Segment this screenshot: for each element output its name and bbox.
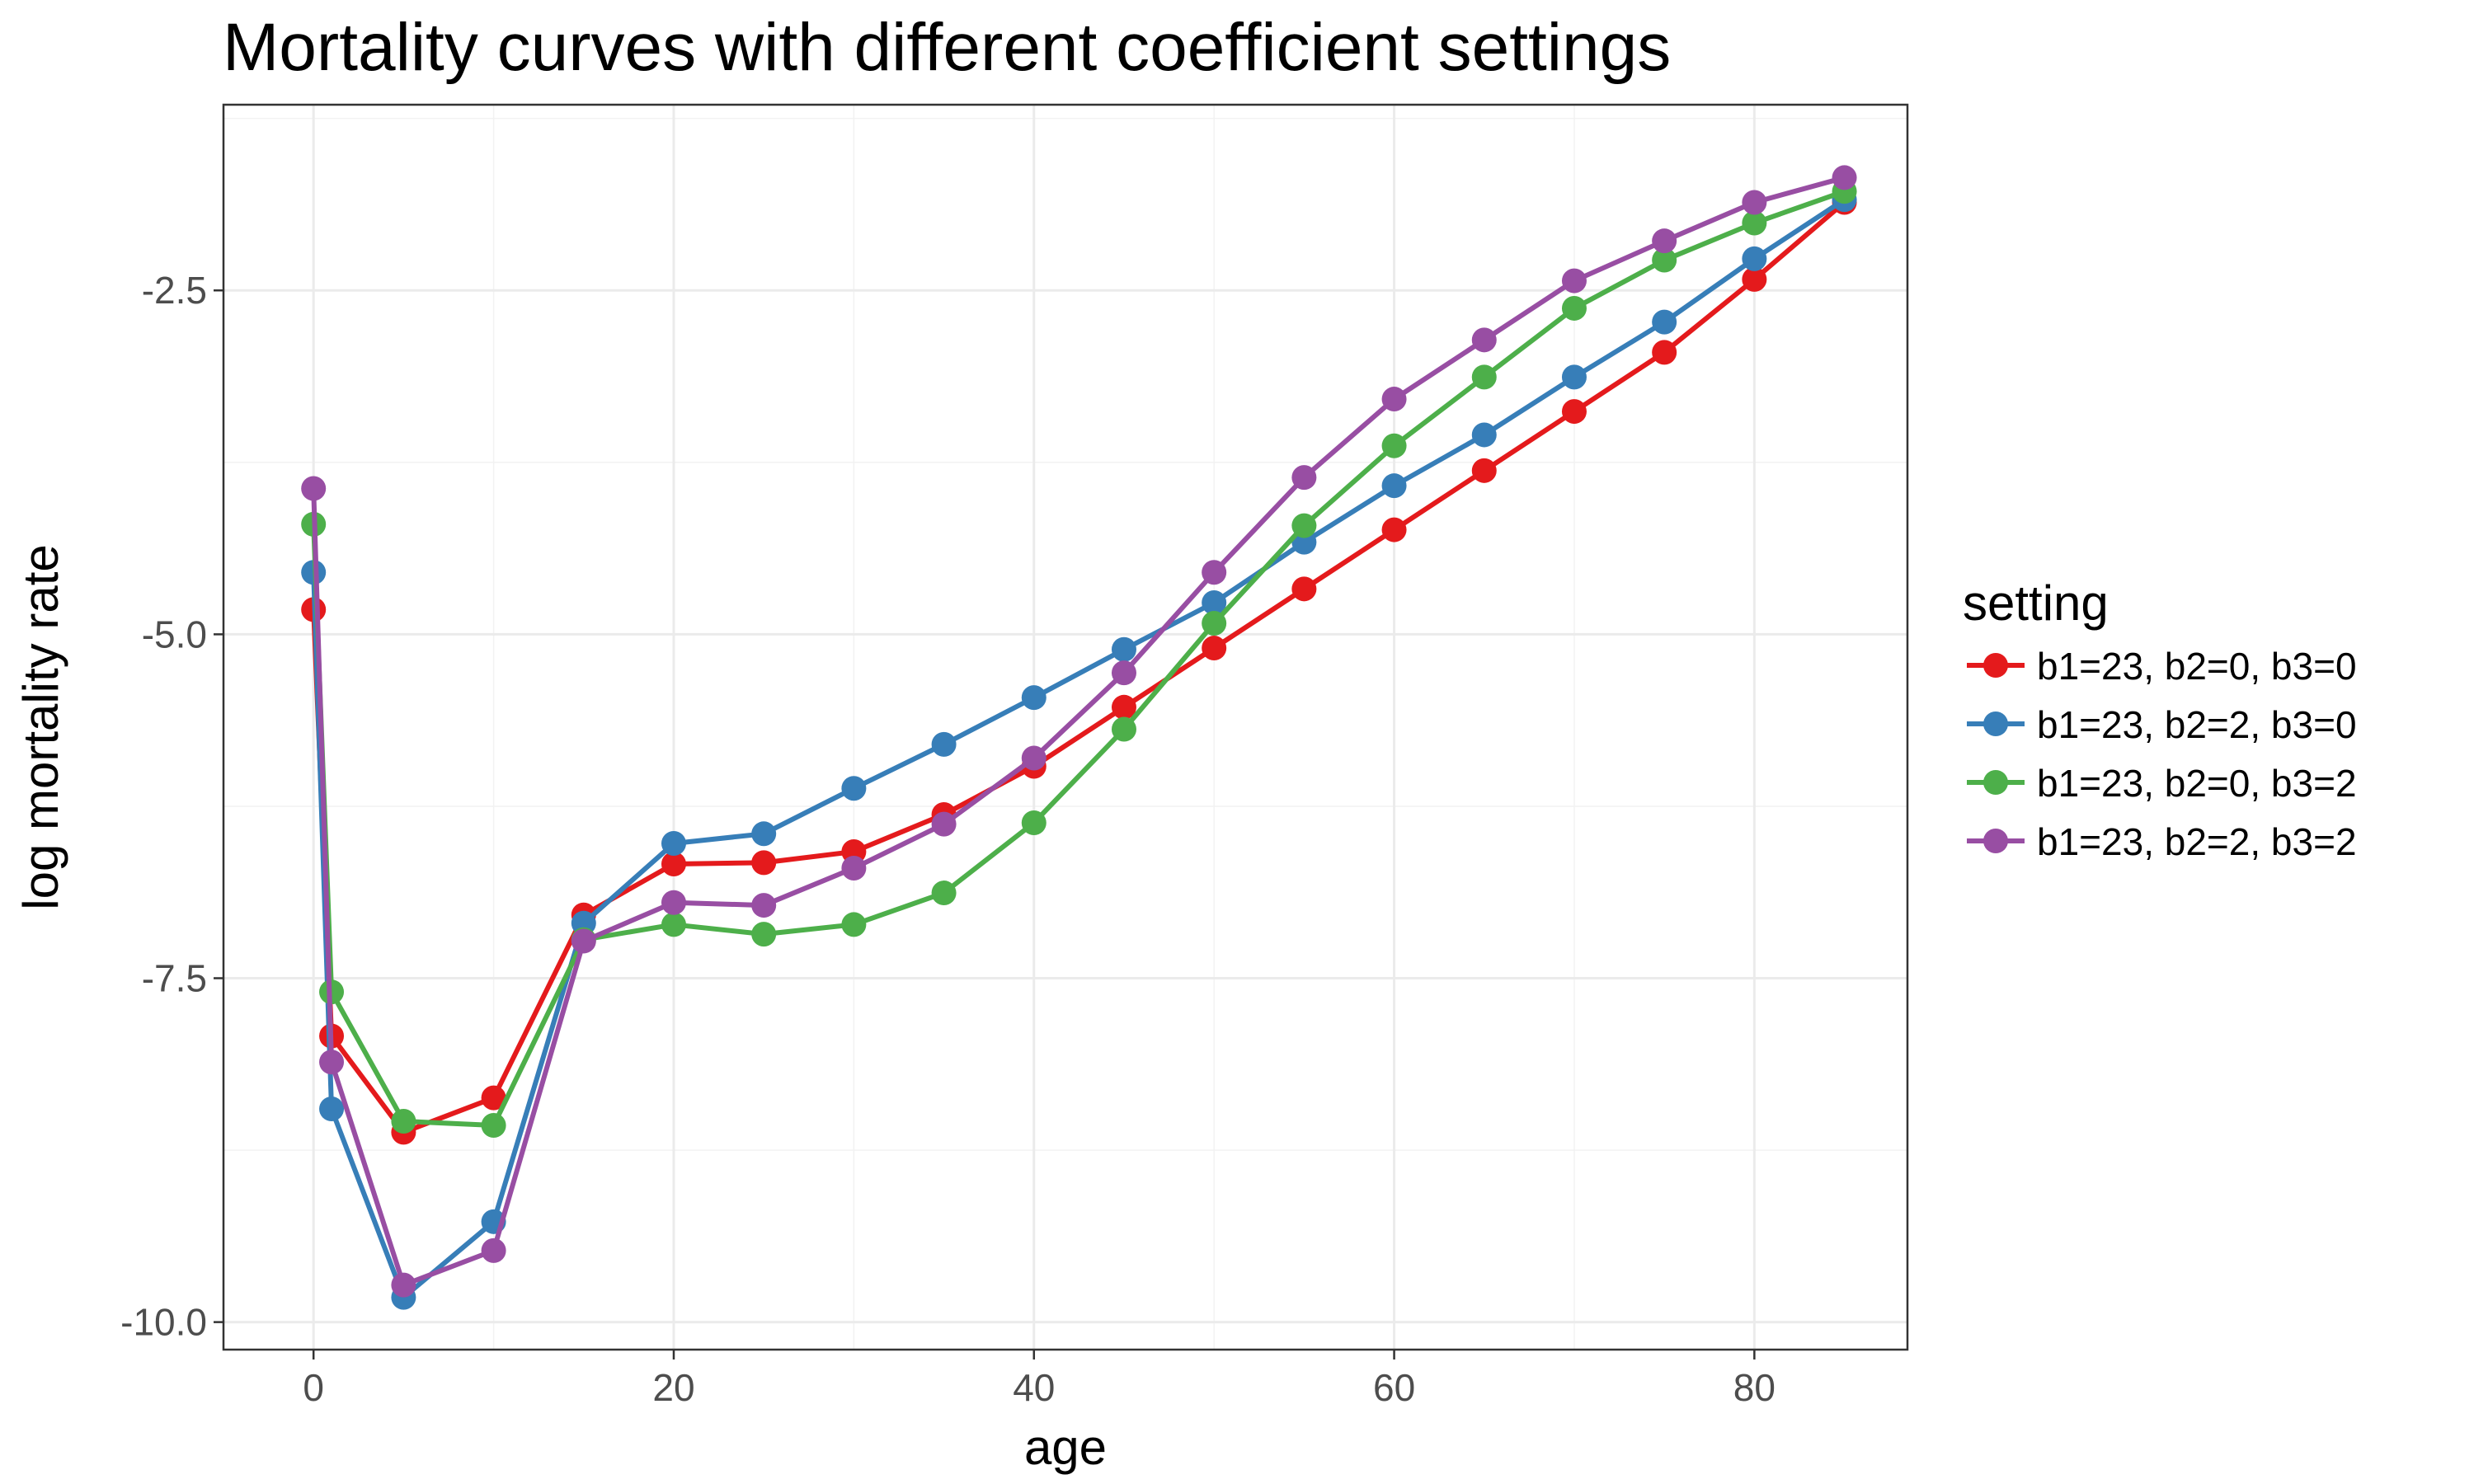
legend-label: b1=23, b2=2, b3=0 xyxy=(2037,703,2357,746)
data-point xyxy=(1742,266,1767,292)
legend-label: b1=23, b2=2, b3=2 xyxy=(2037,820,2357,863)
data-point xyxy=(391,1109,416,1134)
data-point xyxy=(1202,560,1227,585)
data-point xyxy=(319,1097,345,1122)
data-point xyxy=(1561,399,1587,425)
legend-items: b1=23, b2=0, b3=0 b1=23, b2=2, b3=0 b1=23,… xyxy=(1967,645,2357,863)
data-point xyxy=(1471,458,1497,483)
x-tick-label: 0 xyxy=(303,1366,324,1409)
x-tick-label: 20 xyxy=(652,1366,694,1409)
data-point xyxy=(1652,247,1677,273)
data-point xyxy=(1202,636,1227,661)
legend: setting b1=23, b2=0, b3=0 b1=23, b2=2, b3… xyxy=(1963,575,2357,863)
data-point xyxy=(841,856,867,881)
y-tick-label: -5.0 xyxy=(142,613,207,655)
data-point xyxy=(751,821,777,847)
data-point xyxy=(751,850,777,876)
grid-lines xyxy=(223,105,1907,1350)
legend-key-point xyxy=(1983,653,2008,678)
y-axis-title: log mortality rate xyxy=(13,544,68,910)
data-point xyxy=(1021,685,1047,711)
data-point xyxy=(1561,295,1587,321)
data-point xyxy=(1652,340,1677,365)
data-point xyxy=(931,811,957,837)
data-point xyxy=(841,912,867,937)
data-point xyxy=(1381,387,1407,412)
data-point xyxy=(841,776,867,801)
legend-title: setting xyxy=(1963,575,2109,631)
x-tick-label: 60 xyxy=(1373,1366,1415,1409)
data-point xyxy=(1111,660,1136,686)
chart-title: Mortality curves with different coeffici… xyxy=(223,10,1671,85)
data-point xyxy=(1291,513,1317,538)
legend-label: b1=23, b2=0, b3=2 xyxy=(2037,762,2357,805)
data-point xyxy=(751,922,777,947)
data-point xyxy=(1381,473,1407,499)
legend-item: b1=23, b2=2, b3=2 xyxy=(1967,820,2357,863)
data-point xyxy=(1471,327,1497,353)
y-tick-label: -7.5 xyxy=(142,957,207,1000)
data-point xyxy=(661,830,686,856)
data-point xyxy=(1202,590,1227,615)
plot-panel-border xyxy=(222,103,1909,1351)
y-tick-label: -10.0 xyxy=(120,1301,207,1344)
data-point xyxy=(1742,246,1767,271)
legend-label: b1=23, b2=0, b3=0 xyxy=(2037,645,2357,688)
data-point xyxy=(481,1237,506,1263)
data-point xyxy=(931,881,957,906)
data-point xyxy=(1021,745,1047,771)
data-point xyxy=(1471,364,1497,390)
x-axis: 0 20 40 60 80 xyxy=(303,1350,1776,1409)
data-point xyxy=(301,476,327,501)
x-tick-label: 40 xyxy=(1013,1366,1055,1409)
data-point xyxy=(1021,810,1047,835)
data-point xyxy=(661,912,686,937)
data-point xyxy=(1291,576,1317,602)
data-point xyxy=(1291,465,1317,491)
data-point xyxy=(1561,268,1587,294)
x-tick-label: 80 xyxy=(1733,1366,1776,1409)
data-point xyxy=(1111,716,1136,742)
data-point xyxy=(1652,228,1677,254)
data-point xyxy=(1381,517,1407,542)
legend-key-point xyxy=(1983,829,2008,853)
data-point xyxy=(1832,165,1857,190)
series-layer xyxy=(301,165,1857,1310)
data-point xyxy=(1471,422,1497,448)
data-point xyxy=(661,890,686,915)
data-point xyxy=(481,1113,506,1139)
data-point xyxy=(481,1085,506,1111)
data-point xyxy=(1111,694,1136,720)
data-point xyxy=(1742,210,1767,236)
data-point xyxy=(1652,309,1677,335)
data-point xyxy=(1111,636,1136,662)
x-axis-title: age xyxy=(1024,1420,1107,1475)
series-4 xyxy=(301,165,1857,1298)
data-point xyxy=(1202,611,1227,636)
data-point xyxy=(391,1272,416,1298)
legend-item: b1=23, b2=0, b3=2 xyxy=(1967,762,2357,805)
legend-item: b1=23, b2=2, b3=0 xyxy=(1967,703,2357,746)
data-point xyxy=(751,893,777,918)
y-tick-label: -2.5 xyxy=(142,269,207,312)
data-point xyxy=(931,731,957,757)
series-3 xyxy=(301,179,1857,1139)
legend-item: b1=23, b2=0, b3=0 xyxy=(1967,645,2357,688)
legend-key-point xyxy=(1983,711,2008,736)
data-point xyxy=(1381,433,1407,458)
data-point xyxy=(661,852,686,877)
y-axis: -10.0 -7.5 -5.0 -2.5 xyxy=(120,269,223,1344)
data-point xyxy=(1561,364,1587,390)
data-point xyxy=(1742,190,1767,215)
data-point xyxy=(319,1050,345,1075)
legend-key-point xyxy=(1983,770,2008,795)
data-point xyxy=(571,928,596,954)
